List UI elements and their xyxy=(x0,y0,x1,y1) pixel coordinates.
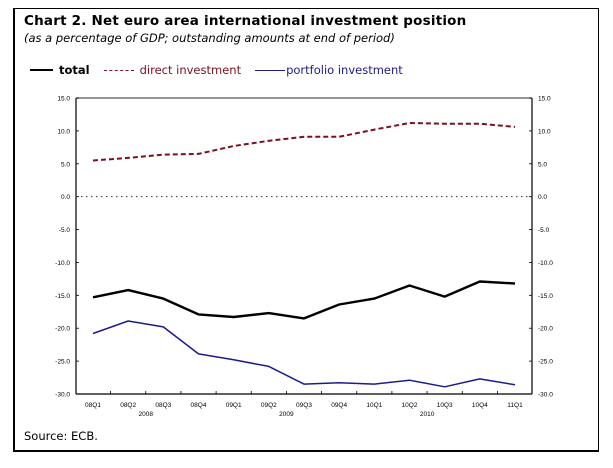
y-tick-label-right: -20.0 xyxy=(538,326,553,333)
x-tick-label: 08Q4 xyxy=(191,402,207,409)
y-tick-label-left: -25.0 xyxy=(55,359,70,366)
legend-label-direct-investment: direct investment xyxy=(139,63,242,77)
chart-subtitle: (as a percentage of GDP; outstanding amo… xyxy=(24,31,395,45)
legend-item-total: total xyxy=(30,63,90,77)
legend-item-portfolio-investment: portfolio investment xyxy=(255,63,403,77)
y-tick-label-right: 0.0 xyxy=(538,194,547,201)
x-tick-label: 10Q2 xyxy=(402,402,418,409)
chart-frame xyxy=(13,8,599,452)
chart-title: Chart 2. Net euro area international inv… xyxy=(24,13,467,29)
series-line-total xyxy=(92,280,516,320)
y-tick-label-right: -5.0 xyxy=(538,227,550,234)
y-tick-label-left: -10.0 xyxy=(55,260,70,267)
y-tick-label-right: 15.0 xyxy=(538,96,551,103)
legend-swatch-portfolio-investment xyxy=(255,69,286,71)
y-tick-label-right: -15.0 xyxy=(538,293,553,300)
y-tick-label-right: -25.0 xyxy=(538,359,553,366)
series-line-portfolio-investment xyxy=(92,320,516,388)
y-tick-label-left: 10.0 xyxy=(57,128,70,135)
legend-label-portfolio-investment: portfolio investment xyxy=(286,63,403,77)
y-tick-label-left: 5.0 xyxy=(61,161,70,168)
legend: total direct investment portfolio invest… xyxy=(30,62,417,78)
series-line-direct-investment xyxy=(92,122,516,162)
x-year-label: 2010 xyxy=(420,411,435,418)
y-tick-label-right: 5.0 xyxy=(538,161,547,168)
y-tick-label-left: 0.0 xyxy=(61,194,70,201)
x-year-label: 2008 xyxy=(139,411,154,418)
legend-label-total: total xyxy=(59,63,90,77)
x-year-label: 2009 xyxy=(279,411,294,418)
legend-swatch-total xyxy=(30,69,53,71)
source-note: Source: ECB. xyxy=(24,429,98,443)
x-tick-label: 09Q1 xyxy=(226,402,242,409)
y-tick-label-right: -10.0 xyxy=(538,260,553,267)
legend-item-direct-investment: direct investment xyxy=(103,63,242,77)
x-tick-label: 09Q2 xyxy=(261,402,277,409)
x-tick-label: 09Q3 xyxy=(296,402,312,409)
x-tick-label: 09Q4 xyxy=(331,402,347,409)
y-tick-label-left: -15.0 xyxy=(55,293,70,300)
x-tick-label: 10Q3 xyxy=(437,402,453,409)
y-tick-label-left: -5.0 xyxy=(59,227,71,234)
x-tick-label: 10Q1 xyxy=(366,402,382,409)
x-tick-label: 08Q3 xyxy=(155,402,171,409)
x-tick-label: 08Q1 xyxy=(85,402,101,409)
y-tick-label-left: -20.0 xyxy=(55,326,70,333)
y-tick-label-left: -30.0 xyxy=(55,392,70,399)
y-tick-label-right: -30.0 xyxy=(538,392,553,399)
legend-swatch-direct-investment xyxy=(103,69,134,71)
x-tick-label: 08Q2 xyxy=(120,402,136,409)
y-tick-label-right: 10.0 xyxy=(538,128,551,135)
x-tick-label: 10Q4 xyxy=(472,402,488,409)
y-tick-label-left: 15.0 xyxy=(57,96,70,103)
x-tick-label: 11Q1 xyxy=(507,402,523,409)
